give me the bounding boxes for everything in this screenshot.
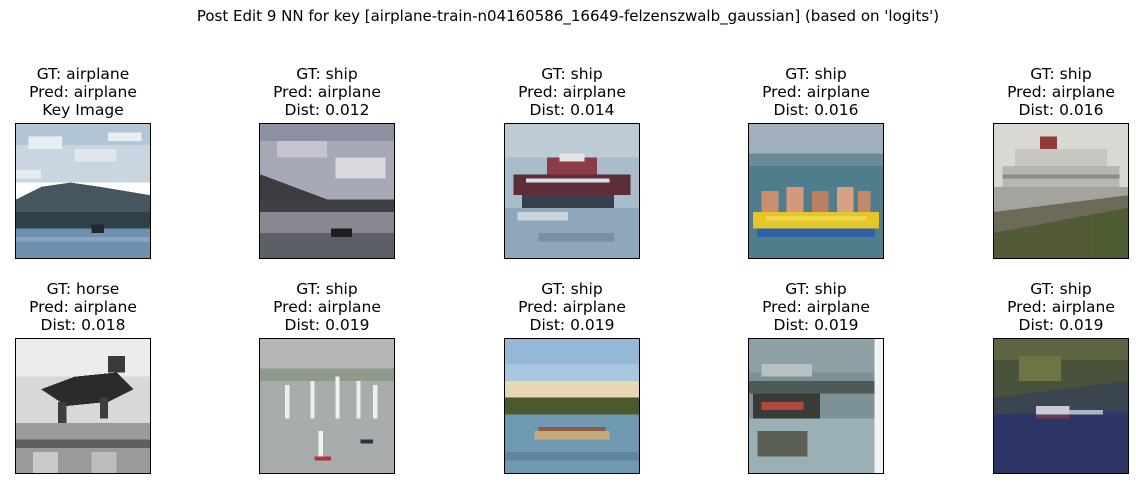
gt-label: GT: ship xyxy=(541,280,603,298)
distance-label: Dist: 0.018 xyxy=(40,316,126,334)
thumbnail-image xyxy=(748,338,884,474)
pred-label: Pred: airplane xyxy=(29,83,137,101)
pred-label: Pred: airplane xyxy=(273,298,381,316)
pred-label: Pred: airplane xyxy=(1007,83,1115,101)
distance-label: Dist: 0.019 xyxy=(529,316,615,334)
gt-label: GT: ship xyxy=(785,65,847,83)
thumbnail-image xyxy=(259,338,395,474)
distance-label: Dist: 0.012 xyxy=(284,101,370,119)
pred-label: Pred: airplane xyxy=(762,83,870,101)
distance-label: Dist: 0.019 xyxy=(773,316,859,334)
thumbnail-image xyxy=(15,338,151,474)
distance-label: Dist: 0.019 xyxy=(284,316,370,334)
gt-label: GT: airplane xyxy=(36,65,130,83)
distance-label: Dist: 0.019 xyxy=(1018,316,1104,334)
thumbnail-image xyxy=(259,123,395,259)
distance-label: Dist: 0.014 xyxy=(529,101,615,119)
thumbnail-image xyxy=(993,123,1129,259)
thumbnail-image xyxy=(504,123,640,259)
distance-label: Dist: 0.016 xyxy=(773,101,859,119)
pred-label: Pred: airplane xyxy=(273,83,381,101)
pred-label: Pred: airplane xyxy=(518,298,626,316)
key-image-label: Key Image xyxy=(42,101,124,119)
thumbnail-image xyxy=(15,123,151,259)
distance-label: Dist: 0.016 xyxy=(1018,101,1104,119)
pred-label: Pred: airplane xyxy=(29,298,137,316)
pred-label: Pred: airplane xyxy=(518,83,626,101)
gt-label: GT: ship xyxy=(296,280,358,298)
thumbnail-image xyxy=(993,338,1129,474)
gt-label: GT: ship xyxy=(785,280,847,298)
thumbnail-image xyxy=(504,338,640,474)
gt-label: GT: ship xyxy=(296,65,358,83)
gt-label: GT: horse xyxy=(46,280,120,298)
pred-label: Pred: airplane xyxy=(1007,298,1115,316)
figure-title: Post Edit 9 NN for key [airplane-train-n… xyxy=(196,7,940,25)
pred-label: Pred: airplane xyxy=(762,298,870,316)
gt-label: GT: ship xyxy=(1030,65,1092,83)
thumbnail-image xyxy=(748,123,884,259)
gt-label: GT: ship xyxy=(541,65,603,83)
gt-label: GT: ship xyxy=(1030,280,1092,298)
